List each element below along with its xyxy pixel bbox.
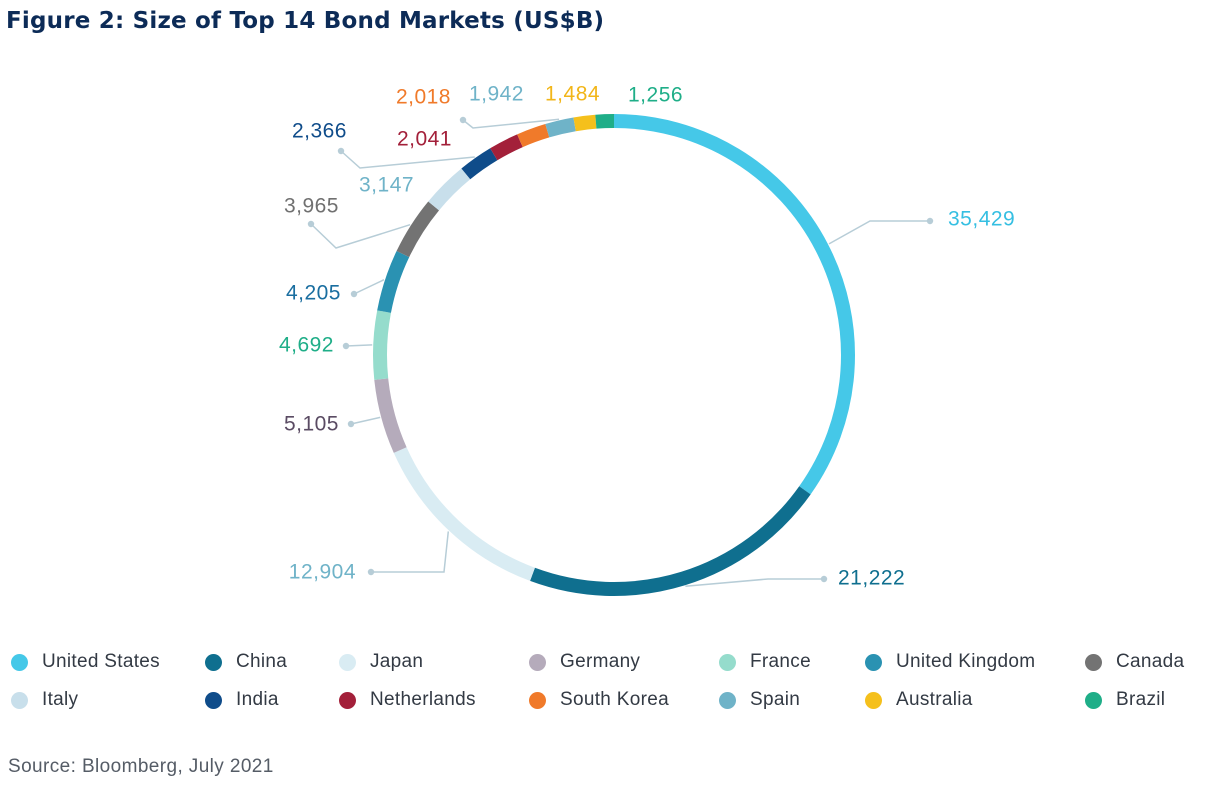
data-label-germany: 5,105 (284, 413, 339, 436)
legend-item-brazil: Brazil (1085, 686, 1165, 714)
legend-swatch (719, 691, 736, 709)
data-label-australia: 1,484 (545, 83, 600, 106)
legend-swatch (205, 691, 222, 709)
legend-label: Canada (1116, 651, 1185, 672)
data-label-china: 21,222 (838, 567, 905, 590)
slice-united-states (613, 114, 855, 495)
legend-swatch (339, 691, 356, 709)
leader-line-germany (350, 416, 381, 425)
chart-title: Figure 2: Size of Top 14 Bond Markets (U… (6, 8, 605, 34)
donut-chart: 35,429 21,222 12,904 5,105 4,692 4,205 3,965 3,… (279, 83, 1015, 596)
legend-item-united-states: United States (11, 648, 160, 676)
legend-item-china: China (205, 648, 287, 676)
leader-line-japan (371, 531, 450, 573)
legend-swatch (205, 653, 222, 671)
slice-japan (393, 447, 535, 581)
leader-line-united-kingdom (353, 279, 385, 295)
legend-swatch (865, 653, 882, 671)
leader-dot-india (337, 147, 345, 155)
legend-item-india: India (205, 686, 279, 714)
legend-swatch (865, 691, 882, 709)
data-label-south-korea: 2,018 (396, 86, 451, 109)
legend-label: Italy (42, 689, 79, 710)
leader-dot-united-states (926, 217, 934, 225)
legend-swatch (1085, 691, 1102, 709)
leader-dot-germany (347, 420, 355, 428)
leader-dot-france (342, 342, 350, 350)
slice-spain (545, 117, 576, 138)
data-label-canada: 3,965 (284, 195, 339, 218)
data-label-netherlands: 2,041 (397, 128, 452, 151)
legend-item-spain: Spain (719, 686, 800, 714)
data-label-spain: 1,942 (469, 83, 524, 106)
legend-item-france: France (719, 648, 811, 676)
slice-south-korea (517, 124, 550, 148)
legend-label: United Kingdom (896, 651, 1036, 672)
leader-dot-canada (307, 220, 315, 228)
legend-label: Spain (750, 689, 801, 710)
slice-italy (428, 168, 471, 211)
leader-line-india (340, 150, 475, 169)
legend-label: China (236, 651, 288, 672)
data-label-brazil: 1,256 (628, 84, 683, 107)
leader-line-spain (462, 118, 560, 129)
data-label-italy: 3,147 (359, 174, 414, 197)
legend-label: Netherlands (370, 689, 476, 710)
legend-label: Australia (896, 689, 973, 710)
slice-china (530, 486, 811, 596)
legend-item-canada: Canada (1085, 648, 1184, 676)
leader-line-france (345, 344, 373, 347)
legend-swatch (339, 653, 356, 671)
slice-france (373, 310, 391, 380)
legend-label: Brazil (1116, 689, 1166, 710)
legend-label: India (236, 689, 279, 710)
legend-item-united-kingdom: United Kingdom (865, 648, 1035, 676)
leader-dot-japan (367, 568, 375, 576)
legend-swatch (11, 691, 28, 709)
leader-dot-china (820, 575, 828, 583)
source-note: Source: Bloomberg, July 2021 (8, 756, 274, 777)
data-label-united-kingdom: 4,205 (286, 282, 341, 305)
legend-swatch (529, 691, 546, 709)
leader-line-canada (310, 223, 411, 249)
slice-united-kingdom (377, 251, 410, 314)
data-label-japan: 12,904 (289, 561, 356, 584)
legend-item-south-korea: South Korea (529, 686, 669, 714)
legend-label: Germany (560, 651, 641, 672)
legend-swatch (1085, 653, 1102, 671)
legend-item-australia: Australia (865, 686, 973, 714)
legend-label: United States (42, 651, 160, 672)
chart-legend: United States China Japan Germany France Unit… (0, 648, 1217, 728)
legend-label: France (750, 651, 811, 672)
leader-line-united-states (828, 220, 930, 245)
slice-germany (374, 378, 407, 453)
leader-line-china (685, 578, 824, 587)
legend-label: South Korea (560, 689, 669, 710)
slice-india (461, 148, 498, 180)
data-label-france: 4,692 (279, 334, 334, 357)
slice-netherlands (490, 134, 523, 161)
slice-brazil (595, 113, 615, 129)
data-label-united-states: 35,429 (948, 208, 1015, 231)
legend-swatch (529, 653, 546, 671)
slice-canada (396, 201, 440, 258)
data-label-india: 2,366 (292, 120, 347, 143)
slice-australia (573, 114, 597, 132)
legend-swatch (11, 653, 28, 671)
legend-item-japan: Japan (339, 648, 423, 676)
leader-dot-united-kingdom (350, 290, 358, 298)
legend-item-netherlands: Netherlands (339, 686, 476, 714)
legend-label: Japan (370, 651, 424, 672)
leader-dot-spain (459, 116, 467, 124)
legend-item-germany: Germany (529, 648, 640, 676)
legend-swatch (719, 653, 736, 671)
legend-item-italy: Italy (11, 686, 78, 714)
